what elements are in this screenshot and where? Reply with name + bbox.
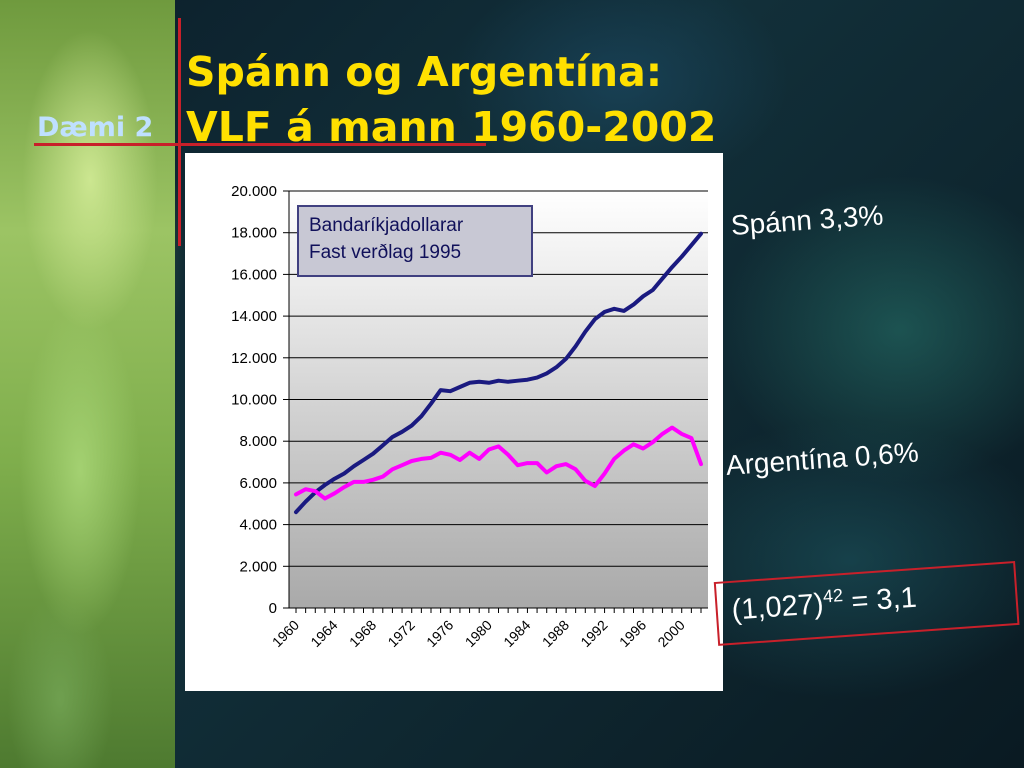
chart-info-line1: Bandaríkjadollarar <box>309 215 464 236</box>
y-tick-label: 12.000 <box>231 350 277 367</box>
formula-exponent: 42 <box>822 585 844 607</box>
x-tick-label: 1964 <box>307 617 340 650</box>
series-line-spain <box>294 231 703 515</box>
x-tick-label: 1992 <box>577 617 610 650</box>
x-tick-label: 1988 <box>539 617 572 650</box>
chart-info-line2: Fast verðlag 1995 <box>309 242 462 263</box>
x-tick-label: 1984 <box>500 617 533 650</box>
argentina-growth-annotation: Argentína 0,6% <box>724 436 920 481</box>
red-horizontal-divider <box>34 143 486 146</box>
y-tick-label: 6.000 <box>239 475 277 492</box>
y-tick-label: 8.000 <box>239 433 277 450</box>
y-tick-label: 20.000 <box>231 183 277 200</box>
y-tick-label: 4.000 <box>239 517 277 534</box>
x-tick-label: 1996 <box>616 617 649 650</box>
formula-base: (1,027) <box>730 588 825 627</box>
formula-result: = 3,1 <box>842 581 918 619</box>
example-label: Dæmi 2 <box>37 112 154 143</box>
x-tick-label: 1960 <box>269 617 302 650</box>
y-tick-label: 14.000 <box>231 308 277 325</box>
y-tick-label: 10.000 <box>231 392 277 409</box>
x-tick-label: 1968 <box>346 617 379 650</box>
slide-title-line2: VLF á mann 1960-2002 <box>186 103 717 151</box>
background-green-strip <box>0 0 175 768</box>
slide-title-line1: Spánn og Argentína: <box>186 48 663 96</box>
x-tick-label: 1976 <box>423 617 456 650</box>
series-line-argentina <box>294 425 703 501</box>
y-tick-label: 16.000 <box>231 266 277 283</box>
compound-growth-formula: (1,027)42 = 3,1 <box>713 561 1020 646</box>
x-tick-label: 1972 <box>384 617 417 650</box>
spain-growth-annotation: Spánn 3,3% <box>729 199 885 241</box>
chart-info-box: Bandaríkjadollarar Fast verðlag 1995 <box>297 205 533 277</box>
red-vertical-divider <box>178 18 181 246</box>
x-tick-label: 2000 <box>654 617 687 650</box>
slide-title: Spánn og Argentína: VLF á mann 1960-2002 <box>186 45 716 155</box>
y-tick-label: 0 <box>269 600 277 617</box>
y-tick-label: 2.000 <box>239 558 277 575</box>
y-tick-label: 18.000 <box>231 225 277 242</box>
x-tick-label: 1980 <box>462 617 495 650</box>
chart-panel: 0 2.000 4.000 6.000 8.000 10.000 12.000 14.000 1… <box>185 153 723 691</box>
